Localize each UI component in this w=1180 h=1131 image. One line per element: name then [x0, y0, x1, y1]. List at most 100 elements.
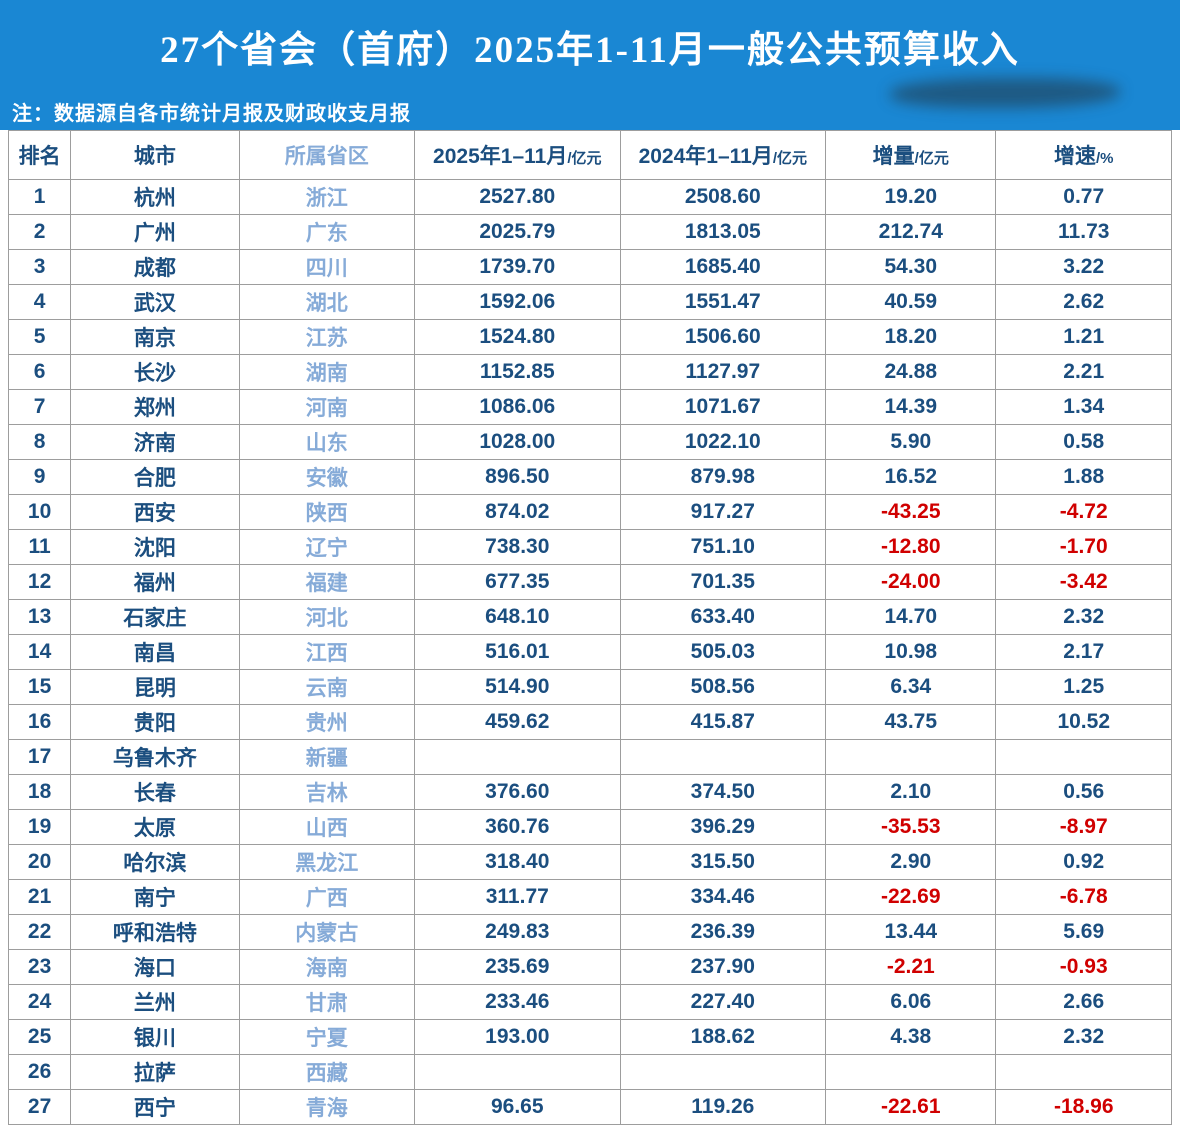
delta-cell: 2.10 [825, 774, 997, 810]
table-row: 27 西宁 青海 96.65 119.26 -22.61 -18.96 [7, 1089, 1172, 1125]
value-2024-cell: 315.50 [619, 844, 827, 880]
page-title: 27个省会（首府）2025年1-11月一般公共预算收入 [160, 30, 1020, 71]
rank-cell: 15 [7, 669, 72, 705]
delta-cell: 5.90 [825, 424, 997, 460]
delta-cell: 14.70 [825, 599, 997, 635]
rank-cell: 23 [7, 949, 72, 985]
source-note: 注：数据源自各市统计月报及财政收支月报 [12, 102, 411, 125]
table-body: 1 杭州 浙江 2527.80 2508.60 19.20 0.77 2 广州 广东 2025.79… [7, 179, 1172, 1125]
col-header-rank-label: 排名 [18, 145, 61, 168]
rank-cell: 14 [7, 634, 72, 670]
province-cell: 广西 [238, 879, 416, 915]
city-cell: 郑州 [70, 389, 240, 425]
rate-cell: 2.32 [995, 1019, 1172, 1055]
province-cell: 山西 [238, 809, 416, 845]
rank-cell: 7 [7, 389, 72, 425]
value-2024-cell: 917.27 [619, 494, 827, 530]
city-cell: 成都 [70, 249, 240, 285]
province-cell: 浙江 [238, 179, 416, 215]
value-2025-cell: 193.00 [414, 1019, 621, 1055]
delta-cell [825, 1054, 997, 1090]
rank-cell: 19 [7, 809, 72, 845]
value-2024-cell [619, 1054, 827, 1090]
delta-cell: 24.88 [825, 354, 997, 390]
rank-cell: 18 [7, 774, 72, 810]
rank-cell: 12 [7, 564, 72, 600]
delta-cell: 18.20 [825, 319, 997, 355]
city-cell: 昆明 [70, 669, 240, 705]
delta-cell: 13.44 [825, 914, 997, 950]
city-cell: 武汉 [70, 284, 240, 320]
value-2025-cell: 516.01 [414, 634, 621, 670]
delta-cell: 6.34 [825, 669, 997, 705]
city-cell: 杭州 [70, 179, 240, 215]
table-row: 19 太原 山西 360.76 396.29 -35.53 -8.97 [7, 809, 1172, 845]
province-cell: 四川 [238, 249, 416, 285]
col-header-city: 城市 [70, 130, 240, 180]
col-header-2024: 2024年1–11月/亿元 [619, 130, 827, 180]
delta-cell: -22.69 [825, 879, 997, 915]
city-cell: 合肥 [70, 459, 240, 495]
rank-cell: 5 [7, 319, 72, 355]
city-cell: 呼和浩特 [70, 914, 240, 950]
title-banner: 27个省会（首府）2025年1-11月一般公共预算收入 [0, 0, 1180, 92]
value-2025-cell: 1086.06 [414, 389, 621, 425]
note-bar: 注：数据源自各市统计月报及财政收支月报 [0, 78, 1180, 130]
province-cell: 海南 [238, 949, 416, 985]
value-2024-cell: 1685.40 [619, 249, 827, 285]
rate-cell: 2.66 [995, 984, 1172, 1020]
value-2024-cell: 227.40 [619, 984, 827, 1020]
col-header-2025: 2025年1–11月/亿元 [414, 130, 621, 180]
rank-cell: 20 [7, 844, 72, 880]
rank-cell: 8 [7, 424, 72, 460]
table-row: 12 福州 福建 677.35 701.35 -24.00 -3.42 [7, 564, 1172, 600]
delta-cell: -22.61 [825, 1089, 997, 1125]
rate-cell: 1.88 [995, 459, 1172, 495]
value-2025-cell: 2025.79 [414, 214, 621, 250]
col-header-city-label: 城市 [133, 145, 176, 168]
city-cell: 贵阳 [70, 704, 240, 740]
rate-cell: 1.34 [995, 389, 1172, 425]
value-2024-cell: 701.35 [619, 564, 827, 600]
table-row: 5 南京 江苏 1524.80 1506.60 18.20 1.21 [7, 319, 1172, 355]
city-cell: 拉萨 [70, 1054, 240, 1090]
col-header-delta: 增量/亿元 [825, 130, 997, 180]
rate-cell: -0.93 [995, 949, 1172, 985]
table-row: 10 西安 陕西 874.02 917.27 -43.25 -4.72 [7, 494, 1172, 530]
delta-cell: 10.98 [825, 634, 997, 670]
city-cell: 哈尔滨 [70, 844, 240, 880]
city-cell: 广州 [70, 214, 240, 250]
province-cell: 西藏 [238, 1054, 416, 1090]
province-cell: 江西 [238, 634, 416, 670]
table-row: 16 贵阳 贵州 459.62 415.87 43.75 10.52 [7, 704, 1172, 740]
value-2025-cell: 648.10 [414, 599, 621, 635]
value-2024-cell: 2508.60 [619, 179, 827, 215]
value-2024-cell: 879.98 [619, 459, 827, 495]
rank-cell: 21 [7, 879, 72, 915]
rank-cell: 26 [7, 1054, 72, 1090]
province-cell: 湖北 [238, 284, 416, 320]
value-2024-cell: 237.90 [619, 949, 827, 985]
rate-cell: -8.97 [995, 809, 1172, 845]
province-cell: 内蒙古 [238, 914, 416, 950]
table-row: 25 银川 宁夏 193.00 188.62 4.38 2.32 [7, 1019, 1172, 1055]
table-row: 18 长春 吉林 376.60 374.50 2.10 0.56 [7, 774, 1172, 810]
rate-cell: 10.52 [995, 704, 1172, 740]
rate-cell: 1.25 [995, 669, 1172, 705]
delta-cell: 14.39 [825, 389, 997, 425]
rate-cell: -18.96 [995, 1089, 1172, 1125]
value-2024-cell [619, 739, 827, 775]
delta-cell: -43.25 [825, 494, 997, 530]
province-cell: 河北 [238, 599, 416, 635]
rank-cell: 4 [7, 284, 72, 320]
province-cell: 安徽 [238, 459, 416, 495]
rate-cell: -4.72 [995, 494, 1172, 530]
col-header-2024-unit: /亿元 [772, 150, 808, 167]
city-cell: 石家庄 [70, 599, 240, 635]
rate-cell [995, 1054, 1172, 1090]
city-cell: 太原 [70, 809, 240, 845]
rank-cell: 24 [7, 984, 72, 1020]
value-2025-cell: 1028.00 [414, 424, 621, 460]
delta-cell: 4.38 [825, 1019, 997, 1055]
value-2025-cell: 1524.80 [414, 319, 621, 355]
